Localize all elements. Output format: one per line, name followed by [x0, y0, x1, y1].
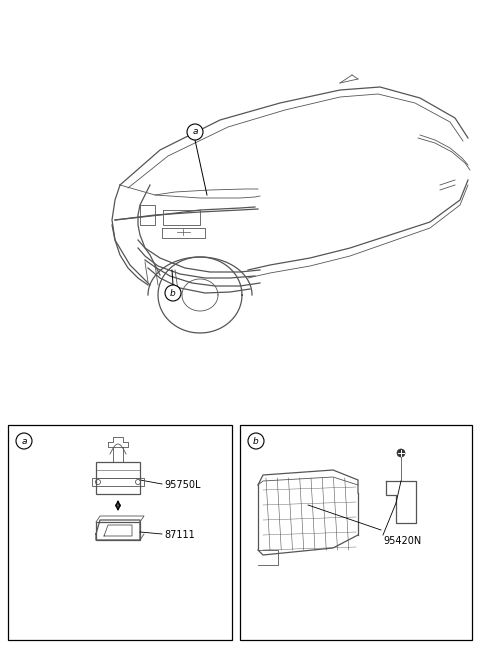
Bar	[96, 462, 140, 494]
Text: 95420N: 95420N	[383, 536, 421, 546]
Text: a: a	[21, 436, 27, 445]
Circle shape	[248, 433, 264, 449]
Circle shape	[16, 433, 32, 449]
Circle shape	[165, 285, 181, 301]
Bar	[92, 478, 144, 486]
Bar	[240, 425, 472, 640]
Bar	[96, 522, 140, 540]
Circle shape	[397, 449, 405, 457]
Bar	[8, 425, 232, 640]
Text: b: b	[170, 288, 176, 297]
Circle shape	[187, 124, 203, 140]
Text: 87111: 87111	[164, 530, 195, 540]
Text: b: b	[253, 436, 259, 445]
Text: 95750L: 95750L	[164, 480, 201, 490]
Text: a: a	[192, 128, 198, 136]
